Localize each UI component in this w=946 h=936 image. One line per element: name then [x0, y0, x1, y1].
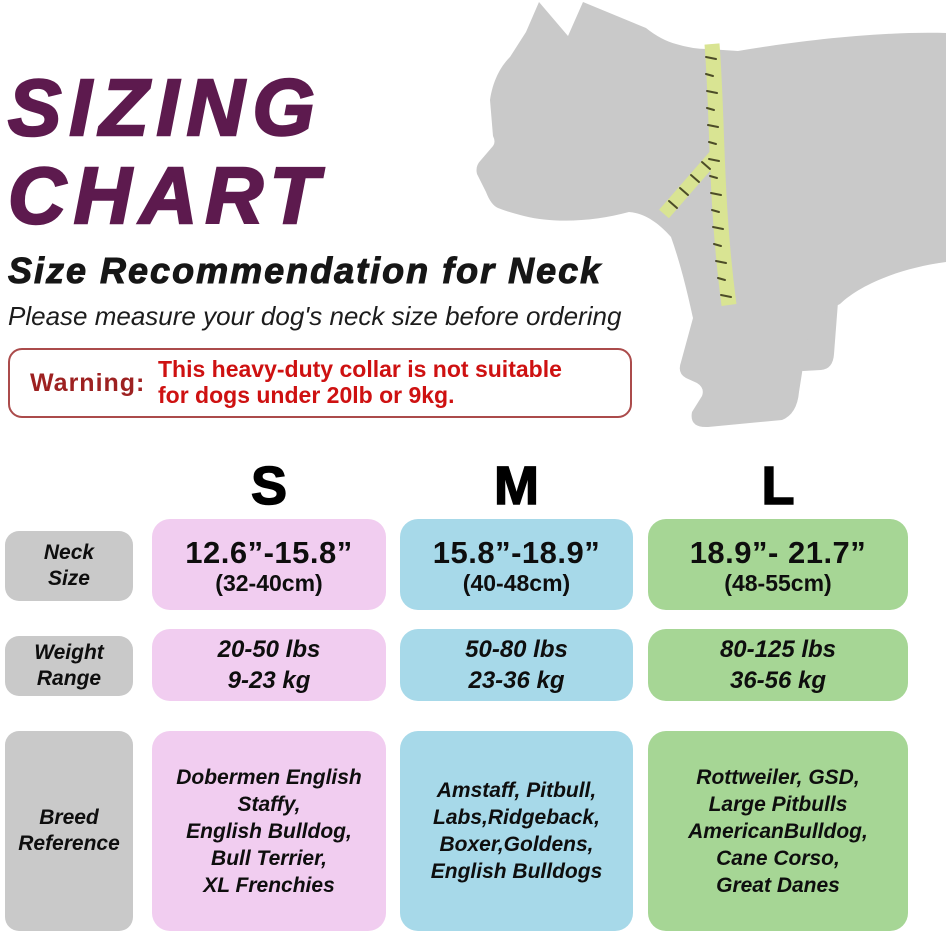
warning-label: Warning:: [30, 368, 146, 397]
neck-size-cell-l: 18.9”- 21.7” (48-55cm): [648, 519, 908, 610]
neck-size-cell-s: 12.6”-15.8” (32-40cm): [152, 519, 386, 610]
weight-kg-l: 36-56 kg: [729, 667, 827, 694]
neck-inches-m: 15.8”-18.9”: [432, 534, 601, 570]
warning-text: This heavy-duty collar is not suitable f…: [158, 356, 562, 408]
neck-size-cell-m: 15.8”-18.9” (40-48cm): [400, 519, 633, 610]
weight-cell-s: 20-50 lbs 9-23 kg: [152, 629, 386, 701]
page-title: SIZING CHART: [7, 62, 327, 241]
row-label-weight-range: Weight Range: [5, 636, 133, 696]
neck-cm-s: (32-40cm): [215, 569, 323, 596]
breed-list-m: Amstaff, Pitbull, Labs,Ridgeback, Boxer,…: [430, 779, 603, 883]
tape-tick-marks: [668, 56, 732, 298]
subtitle: Size Recommendation for Neck: [7, 250, 603, 292]
column-header-s: S: [250, 455, 288, 517]
breed-list-l: Rottweiler, GSD, Large Pitbulls American…: [688, 765, 868, 897]
neck-inches-s: 12.6”-15.8”: [185, 534, 353, 570]
neck-cm-m: (40-48cm): [462, 569, 571, 596]
measure-note: Please measure your dog's neck size befo…: [8, 301, 622, 331]
row-label-breed-reference: Breed Reference: [5, 731, 133, 931]
weight-lbs-m: 50-80 lbs: [465, 636, 568, 663]
breed-list-s: Dobermen English Staffy, English Bulldog…: [176, 765, 362, 897]
page-title-line1: SIZING: [7, 62, 323, 153]
page-title-line2: CHART: [7, 150, 327, 241]
weight-kg-s: 9-23 kg: [227, 667, 311, 694]
breed-cell-m: Amstaff, Pitbull, Labs,Ridgeback, Boxer,…: [400, 731, 633, 931]
neck-inches-l: 18.9”- 21.7”: [689, 534, 867, 570]
breed-cell-s: Dobermen English Staffy, English Bulldog…: [152, 731, 386, 931]
tape-vertical: [704, 43, 737, 306]
weight-lbs-s: 20-50 lbs: [217, 636, 321, 663]
weight-cell-m: 50-80 lbs 23-36 kg: [400, 629, 633, 701]
column-header-m: M: [493, 455, 539, 517]
row-label-neck-size: Neck Size: [5, 531, 133, 601]
column-header-l: L: [761, 455, 796, 517]
breed-cell-l: Rottweiler, GSD, Large Pitbulls American…: [648, 731, 908, 931]
dog-body: [476, 2, 946, 428]
weight-lbs-l: 80-125 lbs: [719, 636, 837, 663]
neck-cm-l: (48-55cm): [724, 569, 832, 596]
weight-cell-l: 80-125 lbs 36-56 kg: [648, 629, 908, 701]
dog-silhouette-illustration: [476, 2, 946, 428]
warning-box: Warning: This heavy-duty collar is not s…: [8, 348, 632, 418]
weight-kg-m: 23-36 kg: [468, 667, 565, 694]
